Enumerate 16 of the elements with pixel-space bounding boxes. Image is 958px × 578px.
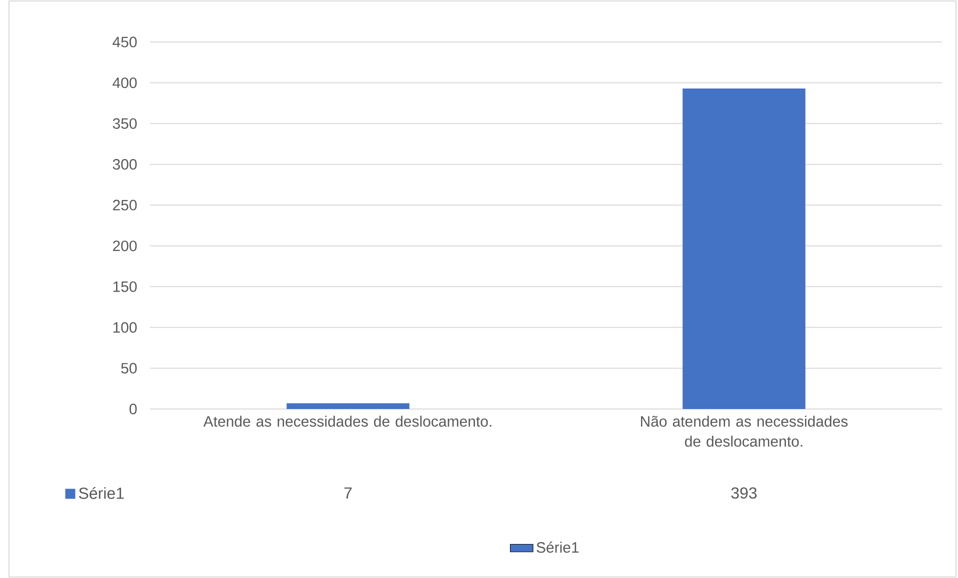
- y-tick-label: 0: [130, 404, 137, 414]
- y-tick-label: 50: [121, 362, 137, 374]
- y-tick-label: 300: [112, 159, 137, 170]
- y-tick-label: 250: [113, 200, 137, 210]
- y-tick-label: 350: [112, 118, 137, 129]
- data-label: 7: [344, 487, 352, 498]
- y-tick-label: 100: [113, 322, 137, 333]
- legend-label: Série1: [536, 542, 579, 553]
- y-tick-label: 200: [113, 240, 137, 252]
- y-tick-label: 400: [112, 77, 137, 88]
- x-tick-label: Não atendem as necessidades de deslocamento.: [641, 416, 848, 447]
- data-label: 393: [731, 487, 757, 499]
- y-tick-label: 150: [113, 281, 137, 292]
- x-tick-label: Atende as necessidades de deslocamento.: [203, 416, 492, 427]
- y-tick-label: 450: [112, 36, 137, 48]
- text: Série1: [79, 487, 124, 499]
